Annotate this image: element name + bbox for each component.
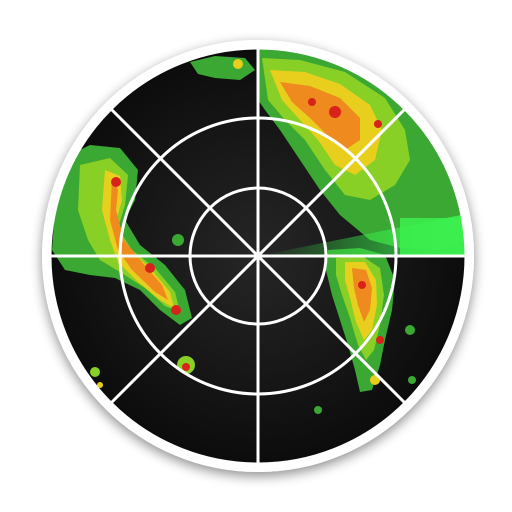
- echo-southwest-cell-1-core: [182, 363, 190, 371]
- grid-line-diagonal-2: [109, 107, 407, 405]
- echo-southeast-red-2: [376, 336, 384, 344]
- echo-southwest-cell-3: [97, 382, 103, 388]
- echo-northeast-red-1: [329, 106, 341, 118]
- echo-west-yellow: [102, 170, 174, 308]
- echo-southeast-red-1: [358, 281, 366, 289]
- echo-east-cell-1: [405, 325, 415, 335]
- radar-echoes: [52, 48, 466, 414]
- radar-sweep-highlight: [400, 218, 466, 256]
- echo-southeast-orange: [352, 268, 372, 322]
- echo-northeast-orange: [280, 82, 360, 150]
- echo-northeast-red-3: [374, 120, 382, 128]
- echo-west-red-1: [111, 177, 121, 187]
- echo-west-red-3: [171, 305, 181, 315]
- echo-southwest-cell-2: [90, 367, 100, 377]
- echo-north-yellow: [233, 59, 243, 69]
- echo-east-cell-2: [408, 376, 416, 384]
- radar-grid: [48, 46, 468, 466]
- echo-south-cell: [314, 406, 322, 414]
- echo-northeast-red-2: [308, 98, 316, 106]
- echo-west-red-2: [145, 263, 155, 273]
- echo-west-cell-4: [172, 234, 184, 246]
